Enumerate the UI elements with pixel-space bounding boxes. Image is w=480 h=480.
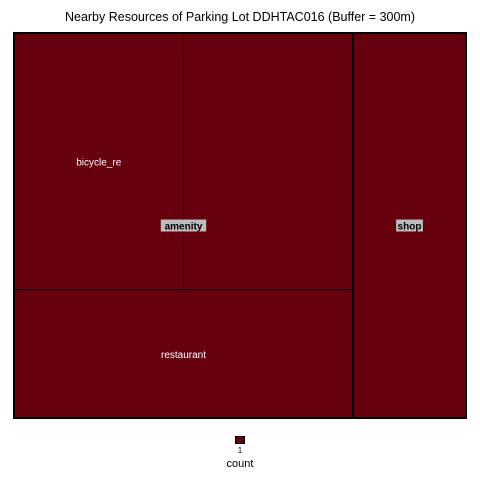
group-border	[352, 32, 467, 419]
treemap-tile	[13, 289, 354, 419]
treemap-tile	[183, 32, 354, 291]
group-label-bg	[396, 219, 423, 232]
group-label-bg	[160, 219, 207, 232]
legend-tick-label: 1	[237, 446, 243, 455]
legend-title: count	[226, 458, 254, 470]
tile-label: bicycle_re	[76, 157, 121, 168]
group-label: shop	[398, 222, 422, 233]
group-label: amenity	[165, 222, 203, 233]
tile-label: restaurant	[161, 350, 206, 361]
legend-color-swatch	[235, 436, 245, 444]
chart-title: Nearby Resources of Parking Lot DDHTAC01…	[64, 10, 416, 24]
